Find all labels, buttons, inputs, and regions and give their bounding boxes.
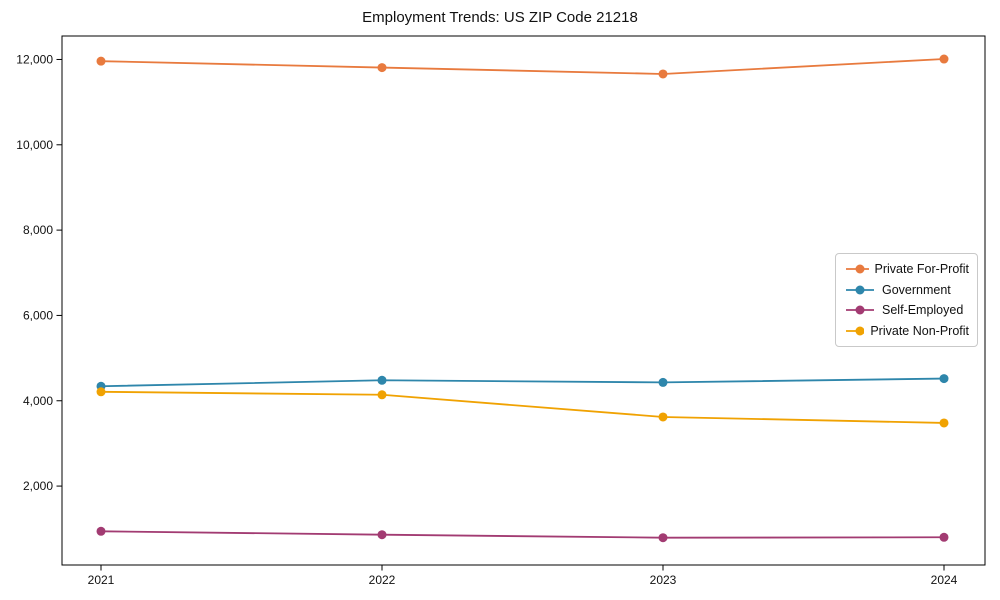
y-tick-label: 12,000 — [16, 52, 53, 66]
legend-label: Self-Employed — [882, 303, 964, 318]
x-tick-label: 2021 — [88, 573, 115, 587]
y-tick-label: 10,000 — [16, 138, 53, 152]
legend-entry-government: Government — [844, 280, 969, 300]
legend-entry-private-non-profit: Private Non-Profit — [844, 321, 969, 341]
y-tick-label: 8,000 — [23, 223, 53, 237]
legend-label: Government — [882, 282, 951, 297]
data-point-marker — [377, 390, 387, 400]
y-tick-label: 2,000 — [23, 479, 53, 493]
chart-legend: Private For-Profit Government Self-Emplo… — [835, 253, 978, 347]
chart-title: Employment Trends: US ZIP Code 21218 — [362, 9, 638, 26]
line-marker-icon — [846, 264, 869, 274]
data-point-marker — [939, 532, 949, 542]
data-point-marker — [658, 69, 668, 79]
data-point-marker — [939, 374, 949, 384]
data-point-marker — [658, 412, 668, 422]
y-tick-label: 4,000 — [23, 394, 53, 408]
series-line-self-employed — [100, 530, 945, 539]
x-tick-label: 2022 — [369, 573, 396, 587]
series-line-private-for-profit — [100, 58, 945, 75]
data-point-marker — [658, 533, 668, 543]
legend-label: Private Non-Profit — [870, 323, 969, 338]
data-point-marker — [377, 63, 387, 73]
series-line-government — [100, 377, 945, 388]
plot-border — [61, 35, 986, 566]
line-marker-icon — [846, 305, 874, 315]
data-point-marker — [96, 526, 106, 536]
data-point-marker — [96, 56, 106, 66]
line-marker-icon — [846, 285, 874, 295]
line-marker-icon — [846, 326, 865, 336]
y-tick-label: 6,000 — [23, 308, 53, 322]
data-point-marker — [658, 377, 668, 387]
legend-label: Private For-Profit — [874, 262, 969, 277]
data-point-marker — [96, 387, 106, 397]
x-tick-label: 2023 — [650, 573, 677, 587]
data-point-marker — [377, 375, 387, 385]
data-point-marker — [939, 54, 949, 64]
legend-entry-private-for-profit: Private For-Profit — [844, 259, 969, 279]
series-line-private-non-profit — [100, 390, 945, 424]
legend-entry-self-employed: Self-Employed — [844, 300, 969, 320]
data-point-marker — [377, 530, 387, 540]
x-tick-label: 2024 — [931, 573, 958, 587]
data-point-marker — [939, 418, 949, 428]
